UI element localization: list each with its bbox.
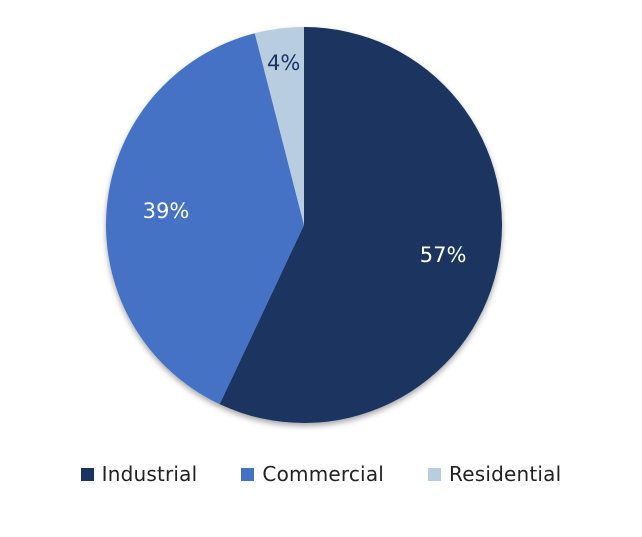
legend-swatch-industrial: [80, 467, 94, 481]
pie-slice-industrial: [219, 27, 502, 423]
pie-slice-commercial: [105, 33, 305, 405]
legend-label-industrial: Industrial: [101, 462, 198, 486]
pie-slice-residential: [254, 27, 304, 225]
legend-swatch-commercial: [241, 467, 255, 481]
data-label-residential: 4%: [267, 51, 300, 75]
legend: Industrial Commercial Residential: [0, 462, 642, 486]
pie-slices: [105, 27, 502, 423]
legend-item-residential: Residential: [428, 462, 561, 486]
data-label-commercial: 39%: [143, 199, 190, 223]
legend-label-residential: Residential: [449, 462, 562, 486]
data-label-industrial: 57%: [420, 243, 467, 267]
legend-item-industrial: Industrial: [80, 462, 198, 486]
pie-data-labels: 57% 39% 4%: [143, 51, 467, 267]
legend-item-commercial: Commercial: [241, 462, 384, 486]
legend-label-commercial: Commercial: [262, 462, 385, 486]
legend-swatch-residential: [428, 467, 442, 481]
